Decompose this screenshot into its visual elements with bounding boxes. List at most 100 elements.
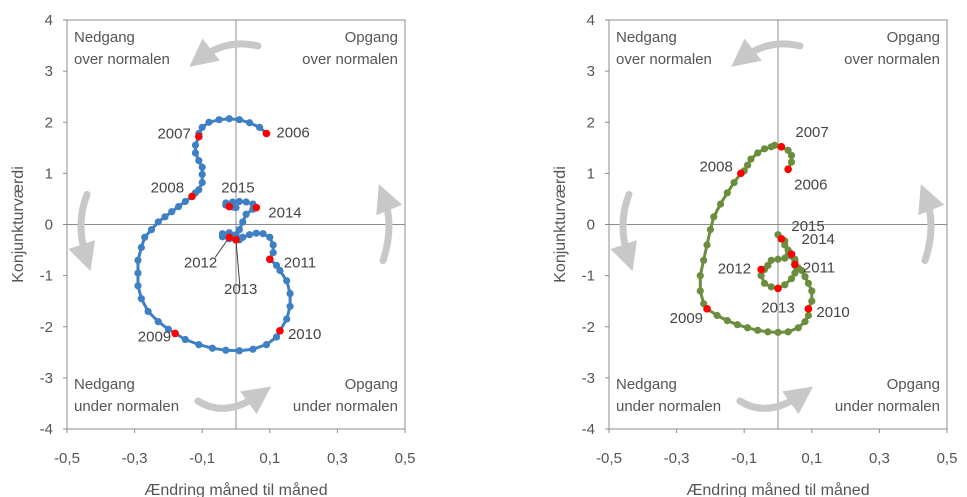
data-point xyxy=(767,283,775,291)
quadrant-label-top-left: Nedgang xyxy=(616,29,677,46)
year-label: 2010 xyxy=(288,326,321,343)
data-point xyxy=(174,203,183,211)
year-marker xyxy=(276,327,284,335)
data-point xyxy=(239,218,247,226)
y-tick-label: -4 xyxy=(40,421,53,438)
data-point xyxy=(723,189,731,197)
data-point xyxy=(242,210,250,218)
year-label: 2007 xyxy=(157,126,190,143)
data-point xyxy=(198,178,206,187)
data-point xyxy=(269,249,277,257)
data-point xyxy=(235,116,243,124)
data-point xyxy=(235,197,243,206)
data-point xyxy=(733,321,742,329)
data-point xyxy=(787,151,796,160)
year-marker xyxy=(737,169,745,178)
cycle-arrow-left xyxy=(610,191,637,272)
quadrant-label-bottom-right: under normalen xyxy=(293,398,398,415)
data-point xyxy=(801,273,809,281)
data-point xyxy=(195,341,203,349)
data-point xyxy=(198,163,206,171)
x-tick-label: -0,5 xyxy=(54,450,80,467)
year-label: 2012 xyxy=(184,254,217,271)
data-point xyxy=(784,328,792,336)
data-point xyxy=(774,328,782,336)
year-label: 2011 xyxy=(803,259,835,276)
data-point xyxy=(195,156,203,165)
y-tick-label: -4 xyxy=(582,421,595,438)
data-point xyxy=(154,218,162,226)
data-point xyxy=(249,345,257,353)
data-point xyxy=(703,241,711,249)
data-point xyxy=(696,287,704,295)
year-label: 2006 xyxy=(276,124,309,141)
data-point xyxy=(134,282,142,290)
quadrant-label-bottom-left: Nedgang xyxy=(74,376,135,393)
data-point xyxy=(808,297,816,305)
cycle-arrow-top xyxy=(189,38,262,67)
x-tick-label: 0,1 xyxy=(801,450,822,467)
data-point xyxy=(700,256,708,264)
year-label: 2015 xyxy=(221,180,254,197)
y-tick-label: 0 xyxy=(45,217,53,234)
data-point xyxy=(801,318,809,326)
data-point xyxy=(723,317,731,325)
x-axis-label: Ændring måned til måned xyxy=(686,481,869,497)
year-marker xyxy=(703,305,711,313)
quadrant-label-bottom-right: Opgang xyxy=(887,376,940,393)
quadrant-label-top-left: over normalen xyxy=(616,51,712,68)
data-point xyxy=(198,170,206,178)
data-point xyxy=(266,233,274,241)
quadrant-label-bottom-left: under normalen xyxy=(616,398,721,415)
year-label: 2014 xyxy=(802,231,835,248)
year-marker xyxy=(188,192,196,201)
data-point xyxy=(747,155,755,163)
year-label: 2014 xyxy=(268,205,301,222)
data-point xyxy=(283,315,291,323)
quadrant-label-top-right: Opgang xyxy=(887,29,940,46)
data-point xyxy=(256,123,264,131)
y-tick-label: 4 xyxy=(45,12,53,29)
year-label: 2010 xyxy=(816,304,849,321)
x-tick-label: 0,5 xyxy=(395,450,416,467)
data-point xyxy=(181,335,189,344)
year-marker xyxy=(784,165,792,174)
data-point xyxy=(774,255,782,263)
data-point xyxy=(191,141,200,149)
year-label: 2009 xyxy=(138,328,171,345)
year-marker xyxy=(171,329,179,338)
data-point xyxy=(764,328,772,336)
data-point xyxy=(760,279,769,287)
year-leader-line xyxy=(214,236,230,258)
data-point xyxy=(276,266,284,275)
year-leader-line xyxy=(235,239,241,288)
quadrant-label-top-right: over normalen xyxy=(844,51,940,68)
year-label: 2006 xyxy=(794,176,827,193)
year-label: 2008 xyxy=(151,179,184,196)
data-point xyxy=(198,123,206,131)
data-point xyxy=(235,347,243,355)
y-tick-label: 0 xyxy=(587,217,595,234)
data-point xyxy=(232,204,240,212)
y-tick-label: 3 xyxy=(587,63,595,80)
year-marker xyxy=(804,305,813,313)
cycle-arrow-top xyxy=(731,38,804,67)
data-point xyxy=(804,311,813,320)
data-point xyxy=(757,272,765,280)
data-point xyxy=(215,116,223,124)
year-marker xyxy=(791,260,799,269)
quadrant-label-bottom-right: Opgang xyxy=(345,376,398,393)
data-point xyxy=(222,346,230,354)
x-tick-label: -0,5 xyxy=(596,450,622,467)
year-marker xyxy=(757,265,765,274)
x-tick-label: 0,1 xyxy=(259,450,280,467)
y-tick-label: 2 xyxy=(587,114,595,131)
data-point xyxy=(272,333,281,341)
data-point xyxy=(141,233,149,241)
y-tick-label: -1 xyxy=(40,268,53,285)
year-marker xyxy=(266,255,274,264)
x-tick-label: -0,3 xyxy=(122,450,148,467)
x-tick-label: 0,5 xyxy=(937,450,958,467)
year-marker xyxy=(232,236,240,244)
